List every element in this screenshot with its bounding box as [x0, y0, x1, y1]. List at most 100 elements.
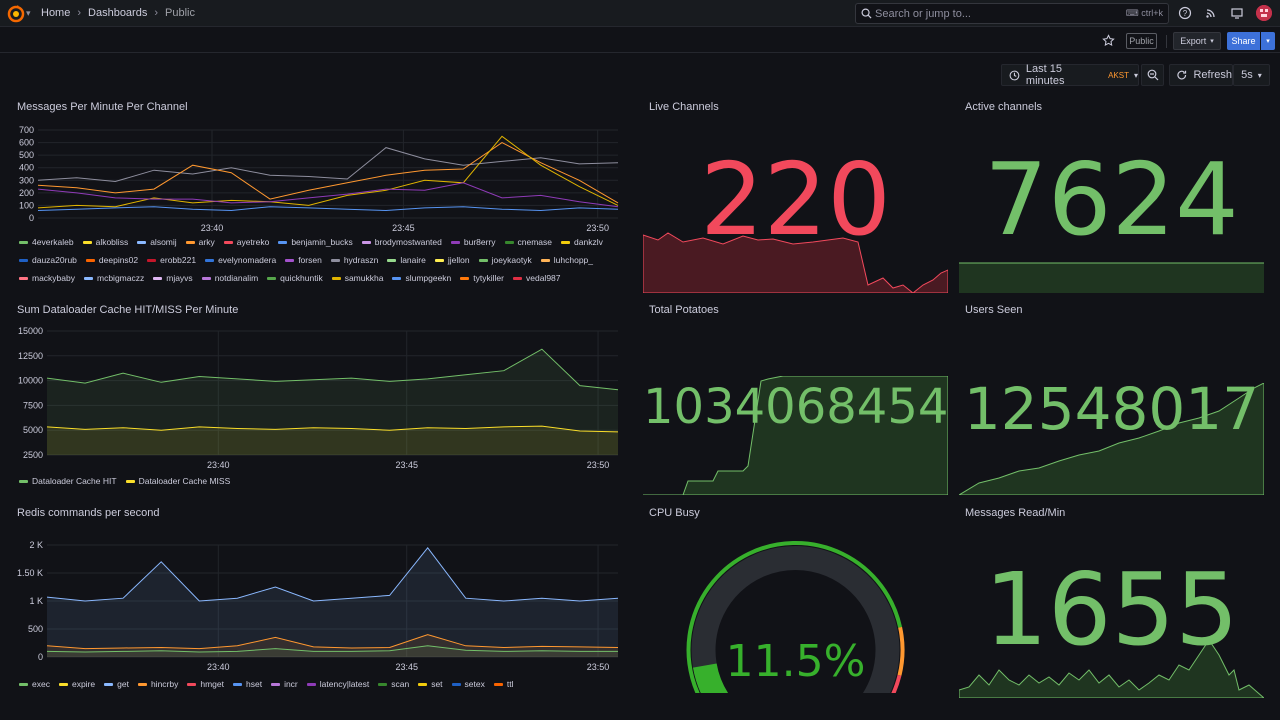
legend-item[interactable]: lanaire	[387, 254, 426, 266]
legend-item[interactable]: get	[104, 678, 129, 690]
legend-item[interactable]: scan	[378, 678, 409, 690]
legend-item[interactable]: Dataloader Cache MISS	[125, 475, 230, 487]
dataloader-chart[interactable]: 15000 12500 10000 7500 5000 2500 23:40 23:45 23:…	[0, 320, 632, 472]
share-dropdown-chevron-icon[interactable]: ▾	[1261, 32, 1275, 50]
legend-item[interactable]: luhchopp_	[540, 254, 593, 266]
legend-item[interactable]: samukkha	[331, 272, 383, 284]
series-line[interactable]	[46, 645, 618, 653]
dashboard-toolbar: Public Export ▾ Share ▾	[0, 27, 1280, 53]
time-range-picker[interactable]: Last 15 minutes AKST ▾	[1001, 63, 1139, 87]
legend-item[interactable]: hset	[232, 678, 262, 690]
series-line[interactable]	[37, 147, 619, 183]
search-input[interactable]: Search or jump to... ⌨ ctrl+k	[855, 3, 1169, 24]
legend-item[interactable]: set	[418, 678, 443, 690]
legend-item[interactable]: incr	[271, 678, 298, 690]
breadcrumb-dashboards[interactable]: Dashboards	[88, 7, 148, 19]
series-line[interactable]	[37, 206, 619, 212]
grafana-logo-icon[interactable]	[7, 5, 25, 23]
legend-item[interactable]: hydraszn	[330, 254, 378, 266]
series-line[interactable]	[46, 546, 619, 602]
legend-item[interactable]: mackybaby	[19, 272, 75, 284]
legend-item[interactable]: bur8erry	[450, 236, 496, 248]
panel-title-total-potatoes[interactable]: Total Potatoes	[649, 304, 719, 316]
legend-swatch	[19, 276, 28, 280]
legend-item[interactable]: forsen	[285, 254, 322, 266]
rss-icon[interactable]	[1204, 6, 1218, 20]
legend-label: alkobliss	[95, 237, 129, 247]
legend-item[interactable]: mjayvs	[153, 272, 193, 284]
y-tick-label: 2 K	[29, 540, 43, 550]
zoom-out-button[interactable]	[1141, 64, 1164, 86]
legend-item[interactable]: notdianalim	[201, 272, 258, 284]
legend-label: get	[117, 679, 129, 689]
legend-swatch	[223, 240, 233, 244]
legend-item[interactable]: dauza20rub	[19, 254, 77, 266]
redis-commands-chart[interactable]: 2 K 1.50 K 1 K 500 0 23:40 23:45 23:50	[0, 532, 632, 674]
legend-item[interactable]: dankzlv	[561, 236, 603, 248]
series-line[interactable]	[46, 634, 619, 650]
share-button[interactable]: Share	[1227, 32, 1260, 50]
legend-item[interactable]: Dataloader Cache HIT	[19, 475, 117, 487]
legend-item[interactable]: mcbigmaczz	[84, 272, 144, 284]
refresh-interval-picker[interactable]: 5s ▾	[1233, 64, 1270, 86]
legend-item[interactable]: hmget	[187, 678, 224, 690]
series-line[interactable]	[37, 142, 619, 204]
legend-label: ayetreko	[236, 237, 270, 247]
panel-title-live-channels[interactable]: Live Channels	[649, 101, 719, 113]
legend-label: ttl	[506, 679, 514, 689]
series-line[interactable]	[46, 348, 619, 391]
series-line[interactable]	[37, 135, 619, 209]
legend-item[interactable]: arky	[185, 236, 215, 248]
legend-label: cnemase	[517, 237, 553, 247]
panel-title-cpu-busy[interactable]: CPU Busy	[649, 507, 700, 519]
y-tick-label: 0	[38, 652, 43, 662]
legend-item[interactable]: 4everkaleb	[19, 236, 74, 248]
legend-item[interactable]: ayetreko	[223, 236, 270, 248]
legend-item[interactable]: exec	[19, 678, 50, 690]
cpu-busy-value: 11.5%	[725, 636, 866, 687]
legend-label: alsomij	[150, 237, 177, 247]
panel-title-messages-read[interactable]: Messages Read/Min	[965, 507, 1066, 519]
legend-item[interactable]: quickhuntik	[267, 272, 323, 284]
breadcrumb-home[interactable]: Home	[41, 7, 71, 19]
mega-menu-chevron-icon[interactable]: ▾	[26, 8, 31, 18]
legend-item[interactable]: evelynomadera	[205, 254, 276, 266]
refresh-button[interactable]: Refresh	[1169, 64, 1233, 86]
star-icon[interactable]	[1102, 34, 1115, 47]
messages-per-minute-chart[interactable]: 700 600 500 400 300 200 100 0 23:40 23:45 23:50	[0, 118, 632, 234]
legend-swatch	[147, 258, 157, 262]
series-line[interactable]	[46, 425, 619, 433]
legend-item[interactable]: slumpgeekn	[392, 272, 451, 284]
breadcrumb: Home › Dashboards › Public	[41, 7, 195, 19]
user-avatar[interactable]	[1256, 5, 1272, 21]
y-tick-label: 400	[19, 163, 34, 173]
legend-item[interactable]: benjamin_bucks	[278, 236, 353, 248]
panel-title-active-channels[interactable]: Active channels	[965, 101, 1043, 113]
panel-title-dataloader[interactable]: Sum Dataloader Cache HIT/MISS Per Minute	[17, 304, 239, 316]
legend-item[interactable]: deepins02	[85, 254, 138, 266]
legend-item[interactable]: joeykaotyk	[478, 254, 532, 266]
legend-item[interactable]: alkobliss	[82, 236, 129, 248]
legend-item[interactable]: jjellon	[434, 254, 470, 266]
series-line[interactable]	[37, 182, 619, 208]
legend-item[interactable]: vedal987	[513, 272, 561, 284]
help-icon[interactable]: ?	[1178, 6, 1192, 20]
legend-item[interactable]: hincrby	[137, 678, 178, 690]
legend-item[interactable]: cnemase	[504, 236, 553, 248]
kiosk-mode-icon[interactable]	[1230, 6, 1244, 20]
legend-item[interactable]: alsomij	[137, 236, 177, 248]
legend-item[interactable]: latency|latest	[306, 678, 369, 690]
legend-swatch	[58, 682, 68, 686]
panel-title-redis[interactable]: Redis commands per second	[17, 507, 160, 519]
legend-item[interactable]: tytykiller	[460, 272, 504, 284]
legend-item[interactable]: expire	[58, 678, 95, 690]
panel-title-messages-per-minute[interactable]: Messages Per Minute Per Channel	[17, 101, 188, 113]
legend-swatch	[84, 276, 93, 280]
legend-item[interactable]: brodymostwanted	[361, 236, 442, 248]
legend-item[interactable]: erobb221	[147, 254, 196, 266]
legend-item[interactable]: ttl	[493, 678, 514, 690]
series-area	[47, 426, 618, 455]
export-button[interactable]: Export ▾	[1173, 32, 1221, 50]
legend-item[interactable]: setex	[451, 678, 485, 690]
panel-title-users-seen[interactable]: Users Seen	[965, 304, 1023, 316]
